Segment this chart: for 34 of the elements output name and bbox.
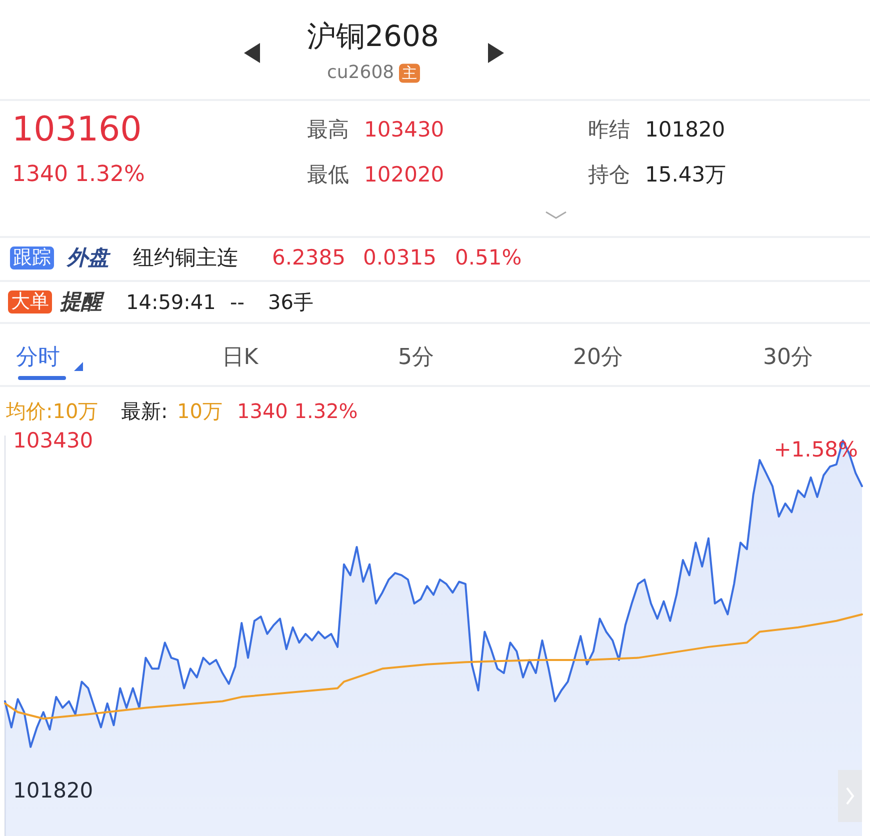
text: 10万 xyxy=(177,399,222,423)
text: 大单 xyxy=(8,290,52,314)
text: 最低 xyxy=(307,162,349,187)
text: 6.2385 xyxy=(272,245,346,270)
text: 101820 xyxy=(645,117,726,142)
text: 昨结 xyxy=(588,117,630,142)
text: 20分 xyxy=(573,344,623,370)
text: 持仓 xyxy=(588,162,630,187)
text: 最高 xyxy=(307,117,349,142)
chart-title: 沪铜2608 xyxy=(307,19,439,54)
text: 102020 xyxy=(364,162,444,187)
text: 主 xyxy=(399,64,420,82)
text: 15.43万 xyxy=(645,162,726,187)
text: 最新: xyxy=(121,399,168,423)
text: 103430 xyxy=(364,117,444,142)
text: 1340 1.32% xyxy=(237,399,358,423)
text: 30分 xyxy=(763,344,813,370)
text: 5分 xyxy=(398,344,434,370)
text: 14:59:41 xyxy=(126,290,216,314)
text: 跟踪 xyxy=(10,246,54,270)
text: 提醒 xyxy=(60,289,102,314)
text: 36手 xyxy=(268,290,314,314)
text: 分时 xyxy=(16,344,60,370)
text: 纽约铜主连 xyxy=(133,245,238,270)
chart-subtitle: cu2608 xyxy=(327,62,394,84)
text: 外盘 xyxy=(67,245,109,270)
line-series xyxy=(4,613,863,720)
text: -- xyxy=(230,290,244,314)
text: 103160 xyxy=(12,109,142,150)
text: 0.51% xyxy=(455,245,522,270)
text: 1340 1.32% xyxy=(12,162,145,188)
text: 均价:10万 xyxy=(6,399,98,423)
text: 日K xyxy=(222,344,258,370)
text: 0.0315 xyxy=(363,245,436,270)
